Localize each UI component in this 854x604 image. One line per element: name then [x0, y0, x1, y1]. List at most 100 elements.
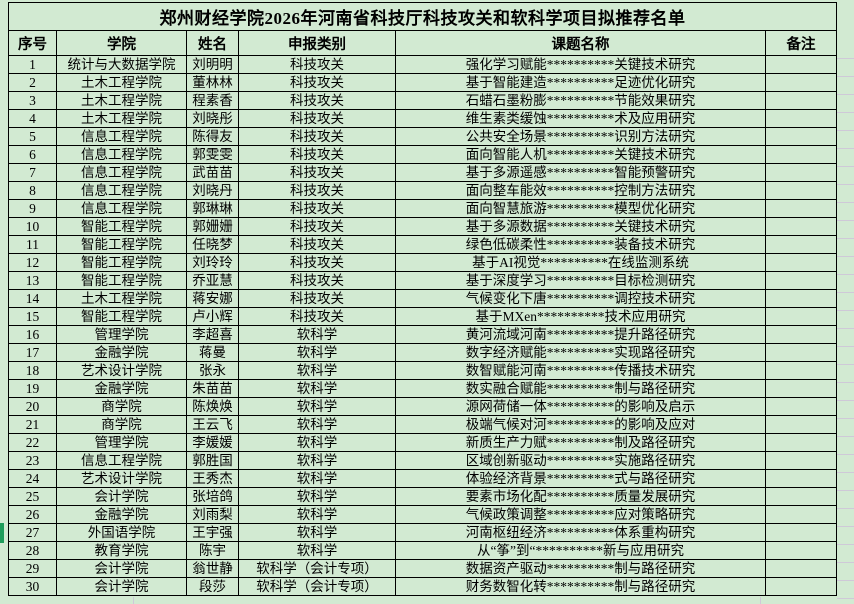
cell-name[interactable]: 董林林: [186, 73, 239, 92]
cell-seq[interactable]: 29: [8, 559, 57, 578]
cell-note[interactable]: [764, 415, 838, 434]
cell-seq[interactable]: 20: [8, 397, 57, 416]
cell-seq[interactable]: 21: [8, 415, 57, 434]
header-project[interactable]: 课题名称: [395, 30, 766, 56]
cell-note[interactable]: [764, 253, 838, 272]
cell-college[interactable]: 土木工程学院: [56, 289, 187, 308]
cell-project[interactable]: 要素市场化配**********质量发展研究: [395, 487, 766, 506]
cell-name[interactable]: 蒋安娜: [186, 289, 239, 308]
cell-project[interactable]: 面向智能人机**********关键技术研究: [395, 145, 766, 164]
cell-college[interactable]: 信息工程学院: [56, 181, 187, 200]
cell-category[interactable]: 软科学: [238, 505, 396, 524]
cell-name[interactable]: 翁世静: [186, 559, 239, 578]
cell-note[interactable]: [764, 487, 838, 506]
cell-seq[interactable]: 15: [8, 307, 57, 326]
cell-seq[interactable]: 23: [8, 451, 57, 470]
cell-note[interactable]: [764, 397, 838, 416]
cell-seq[interactable]: 22: [8, 433, 57, 452]
cell-project[interactable]: 源网荷储一体**********的影响及启示: [395, 397, 766, 416]
cell-seq[interactable]: 26: [8, 505, 57, 524]
cell-name[interactable]: 陈焕焕: [186, 397, 239, 416]
cell-category[interactable]: 软科学: [238, 397, 396, 416]
cell-college[interactable]: 管理学院: [56, 325, 187, 344]
header-name[interactable]: 姓名: [186, 30, 239, 56]
cell-category[interactable]: 科技攻关: [238, 199, 396, 218]
cell-college[interactable]: 信息工程学院: [56, 127, 187, 146]
cell-name[interactable]: 任晓梦: [186, 235, 239, 254]
cell-note[interactable]: [764, 163, 838, 182]
cell-college[interactable]: 教育学院: [56, 541, 187, 560]
cell-category[interactable]: 科技攻关: [238, 181, 396, 200]
cell-note[interactable]: [764, 451, 838, 470]
cell-note[interactable]: [764, 307, 838, 326]
cell-college[interactable]: 智能工程学院: [56, 217, 187, 236]
cell-seq[interactable]: 2: [8, 73, 57, 92]
cell-note[interactable]: [764, 505, 838, 524]
cell-note[interactable]: [764, 91, 838, 110]
cell-project[interactable]: 极端气候对河**********的影响及应对: [395, 415, 766, 434]
cell-category[interactable]: 科技攻关: [238, 235, 396, 254]
cell-name[interactable]: 陈宇: [186, 541, 239, 560]
cell-seq[interactable]: 8: [8, 181, 57, 200]
cell-category[interactable]: 软科学: [238, 415, 396, 434]
cell-name[interactable]: 刘晓彤: [186, 109, 239, 128]
cell-name[interactable]: 刘玲玲: [186, 253, 239, 272]
cell-college[interactable]: 统计与大数据学院: [56, 55, 187, 74]
cell-seq[interactable]: 12: [8, 253, 57, 272]
cell-project[interactable]: 黄河流域河南**********提升路径研究: [395, 325, 766, 344]
cell-category[interactable]: 科技攻关: [238, 163, 396, 182]
cell-college[interactable]: 金融学院: [56, 505, 187, 524]
cell-project[interactable]: 基于MXen**********技术应用研究: [395, 307, 766, 326]
header-note[interactable]: 备注: [764, 30, 838, 56]
cell-name[interactable]: 朱苗苗: [186, 379, 239, 398]
cell-college[interactable]: 土木工程学院: [56, 91, 187, 110]
cell-college[interactable]: 外国语学院: [56, 523, 187, 542]
cell-college[interactable]: 金融学院: [56, 379, 187, 398]
cell-note[interactable]: [764, 109, 838, 128]
cell-project[interactable]: 河南枢纽经济**********体系重构研究: [395, 523, 766, 542]
cell-project[interactable]: 维生素类缓蚀**********术及应用研究: [395, 109, 766, 128]
cell-project[interactable]: 强化学习赋能**********关键技术研究: [395, 55, 766, 74]
cell-college[interactable]: 土木工程学院: [56, 109, 187, 128]
cell-college[interactable]: 信息工程学院: [56, 451, 187, 470]
cell-college[interactable]: 智能工程学院: [56, 253, 187, 272]
cell-college[interactable]: 会计学院: [56, 559, 187, 578]
cell-project[interactable]: 数智赋能河南**********传播技术研究: [395, 361, 766, 380]
cell-project[interactable]: 公共安全场景**********识别方法研究: [395, 127, 766, 146]
cell-note[interactable]: [764, 217, 838, 236]
cell-name[interactable]: 蒋曼: [186, 343, 239, 362]
cell-note[interactable]: [764, 325, 838, 344]
cell-note[interactable]: [764, 343, 838, 362]
cell-name[interactable]: 乔亚慧: [186, 271, 239, 290]
cell-seq[interactable]: 24: [8, 469, 57, 488]
cell-seq[interactable]: 28: [8, 541, 57, 560]
cell-project[interactable]: 基于深度学习**********目标检测研究: [395, 271, 766, 290]
cell-note[interactable]: [764, 181, 838, 200]
cell-category[interactable]: 科技攻关: [238, 109, 396, 128]
cell-college[interactable]: 智能工程学院: [56, 307, 187, 326]
cell-category[interactable]: 软科学（会计专项）: [238, 559, 396, 578]
cell-note[interactable]: [764, 127, 838, 146]
cell-seq[interactable]: 17: [8, 343, 57, 362]
cell-category[interactable]: 软科学: [238, 469, 396, 488]
header-seq[interactable]: 序号: [8, 30, 57, 56]
cell-category[interactable]: 软科学: [238, 523, 396, 542]
cell-seq[interactable]: 1: [8, 55, 57, 74]
cell-college[interactable]: 会计学院: [56, 487, 187, 506]
cell-note[interactable]: [764, 379, 838, 398]
cell-name[interactable]: 程素香: [186, 91, 239, 110]
cell-project[interactable]: 数实融合赋能**********制与路径研究: [395, 379, 766, 398]
cell-project[interactable]: 面向智慧旅游**********模型优化研究: [395, 199, 766, 218]
cell-category[interactable]: 软科学: [238, 379, 396, 398]
cell-project[interactable]: 气候变化下唐**********调控技术研究: [395, 289, 766, 308]
cell-project[interactable]: 新质生产力赋**********制及路径研究: [395, 433, 766, 452]
cell-category[interactable]: 科技攻关: [238, 307, 396, 326]
cell-seq[interactable]: 16: [8, 325, 57, 344]
cell-category[interactable]: 科技攻关: [238, 127, 396, 146]
cell-college[interactable]: 信息工程学院: [56, 199, 187, 218]
cell-college[interactable]: 管理学院: [56, 433, 187, 452]
cell-name[interactable]: 刘明明: [186, 55, 239, 74]
cell-college[interactable]: 智能工程学院: [56, 235, 187, 254]
cell-seq[interactable]: 9: [8, 199, 57, 218]
cell-note[interactable]: [764, 145, 838, 164]
